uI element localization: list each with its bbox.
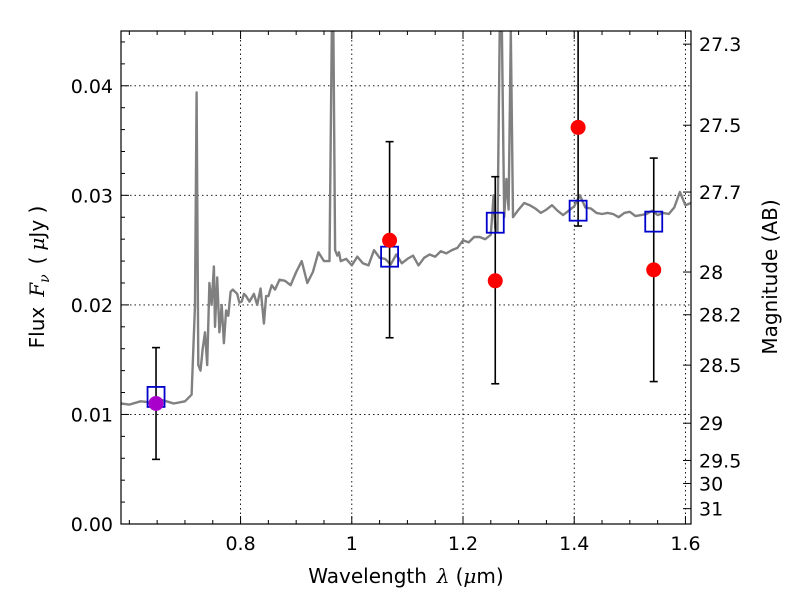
x-axis-label-text: Wavelength bbox=[308, 564, 427, 588]
x-tick-label: 1.4 bbox=[559, 533, 589, 555]
y2-tick-label: 28 bbox=[699, 262, 723, 284]
x-axis-label: Wavelength λ (μm) bbox=[308, 564, 503, 588]
y2-tick-label: 30 bbox=[699, 473, 723, 495]
x-tick-label: 0.8 bbox=[225, 533, 255, 555]
y-tick-label: 0.03 bbox=[71, 185, 113, 207]
y-tick-label: 0.02 bbox=[71, 295, 113, 317]
x-axis-label-symbol: λ bbox=[436, 564, 450, 588]
y2-tick-label: 29.5 bbox=[699, 450, 741, 472]
x-axis-label-mu: μ bbox=[463, 564, 476, 588]
spectrum-layer bbox=[121, 31, 691, 406]
x-tick-label: 1 bbox=[346, 533, 358, 555]
x-axis-label-unit: m) bbox=[476, 564, 503, 588]
y2-tick-label: 29 bbox=[699, 413, 723, 435]
y-axis-label-unit: Jy ) bbox=[25, 206, 49, 240]
y-tick-label: 0.01 bbox=[71, 404, 113, 426]
y2-tick-label: 27.5 bbox=[699, 115, 741, 137]
y-axis-label-symbol: F bbox=[25, 282, 49, 298]
y2-tick-label: 28.2 bbox=[699, 305, 741, 327]
y2-tick-label: 31 bbox=[699, 499, 723, 521]
observed-point bbox=[382, 232, 398, 248]
plot-frame bbox=[120, 30, 692, 525]
y-axis-label-subscript: ν bbox=[37, 274, 53, 283]
y-tick-label: 0.04 bbox=[71, 76, 113, 98]
y-axis-label-paren: ( bbox=[25, 257, 49, 265]
observed-point bbox=[570, 119, 586, 135]
model-photometry-square bbox=[485, 211, 505, 234]
grid-lines bbox=[121, 31, 691, 524]
spectrum-line bbox=[121, 31, 691, 406]
model-photometry-square bbox=[644, 210, 664, 233]
y-axis-label: Flux Fν ( μJy ) bbox=[25, 206, 53, 349]
x-axis-label-paren: ( bbox=[456, 564, 464, 588]
optical-point bbox=[148, 395, 164, 411]
x-tick-label: 1.2 bbox=[448, 533, 478, 555]
errorbar-layer bbox=[152, 31, 658, 461]
y2-tick-label: 27.7 bbox=[699, 182, 741, 204]
y-axis-label-text: Flux bbox=[25, 307, 49, 349]
y-tick-label: 0.00 bbox=[71, 514, 113, 536]
observed-point bbox=[487, 273, 503, 289]
x-tick-label: 1.6 bbox=[670, 533, 700, 555]
model-photometry-square bbox=[568, 199, 588, 222]
y2-axis-label: Magnitude (AB) bbox=[758, 199, 782, 354]
y-axis-label-mu: μ bbox=[25, 238, 49, 251]
marker-layer bbox=[146, 119, 664, 411]
axis-ticks: 0.8 1 1.2 1.4 1.6 0.00 0.01 0.02 0.03 0.04 27.3 27.… bbox=[71, 31, 741, 555]
observed-point bbox=[646, 262, 662, 278]
y2-tick-label: 28.5 bbox=[699, 355, 741, 377]
y2-tick-label: 27.3 bbox=[699, 34, 741, 56]
